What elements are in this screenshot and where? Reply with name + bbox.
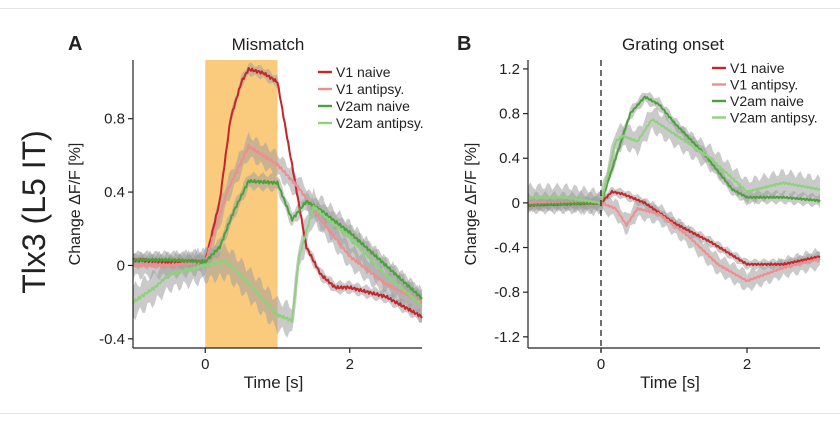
chart-panel-a: -0.4 0 0.4 0.8 0 2 A Mismatch Time [s] Change ΔF/… [67, 33, 424, 392]
series-line-3 [527, 95, 821, 207]
series-line-4 [132, 204, 423, 323]
series-line-1 [132, 67, 423, 319]
y-tick-label: -1.2 [494, 329, 520, 346]
legend-label-1: V1 naive [336, 64, 391, 80]
chart-title: Mismatch [232, 35, 305, 54]
error-band-4 [133, 187, 422, 338]
y-tick-label: -0.4 [99, 331, 125, 348]
error-band-4 [528, 107, 820, 217]
top-divider [0, 8, 840, 9]
x-tick-label: 0 [201, 356, 209, 373]
y-tick-label: 0.8 [499, 106, 520, 123]
row-label: Tlx3 (L5 IT) [16, 130, 52, 294]
legend-label-4: V2am antipsy. [336, 115, 424, 131]
panel-letter: A [68, 33, 82, 55]
y-axis-label: Change ΔF/F [%] [463, 143, 480, 266]
y-tick-label: 0 [512, 195, 520, 212]
y-tick-label: 0.4 [499, 150, 520, 167]
x-axis-label: Time [s] [244, 373, 304, 392]
y-tick-label: -0.4 [494, 240, 520, 257]
legend-label-1: V1 naive [730, 60, 785, 76]
x-tick-label: 0 [597, 356, 605, 373]
y-tick-label: 0.8 [104, 111, 125, 128]
chart-title: Grating onset [622, 35, 724, 54]
panel-letter: B [457, 33, 471, 55]
series-line-4 [527, 118, 821, 205]
legend-label-2: V1 antipsy. [730, 77, 798, 93]
x-tick-label: 2 [346, 356, 354, 373]
series-line-2 [132, 143, 423, 304]
y-tick-label: 0 [117, 257, 125, 274]
legend-label-4: V2am antipsy. [730, 110, 818, 126]
y-tick-label: 1.2 [499, 61, 520, 78]
x-axis-label: Time [s] [640, 373, 700, 392]
chart-panel-b: -1.2 -0.8 -0.4 0 0.4 0.8 1.2 0 2 B Grating onset Ti… [457, 33, 821, 392]
series-line-3 [132, 178, 423, 300]
y-tick-label: -0.8 [494, 284, 520, 301]
legend-label-2: V1 antipsy. [336, 81, 404, 97]
legend-label-3: V2am naive [336, 98, 410, 114]
y-tick-label: 0.4 [104, 184, 125, 201]
y-axis-label: Change ΔF/F [%] [67, 143, 84, 266]
x-tick-label: 2 [743, 356, 751, 373]
bottom-divider [0, 413, 840, 414]
legend-label-3: V2am naive [730, 93, 804, 109]
